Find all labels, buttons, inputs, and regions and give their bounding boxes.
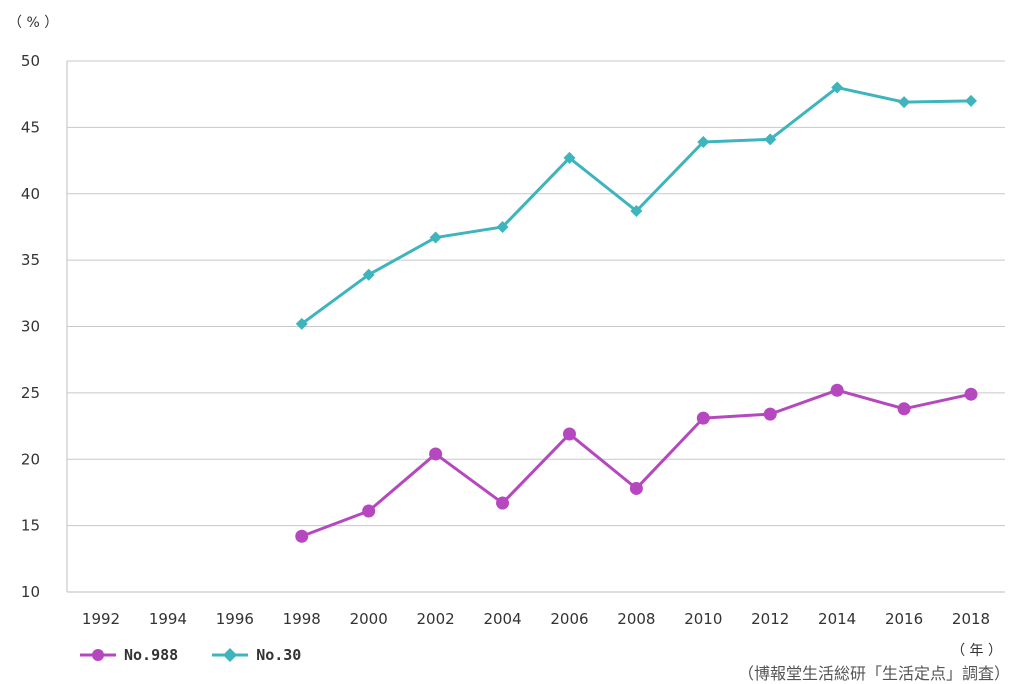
x-tick-label: 2012 <box>751 610 789 628</box>
x-tick-label: 2000 <box>350 610 388 628</box>
data-point-no30-2010 <box>697 135 710 148</box>
data-point-no988-2010 <box>696 411 710 425</box>
series-line-no988 <box>301 388 972 538</box>
data-point-no30-2012 <box>764 133 777 146</box>
data-point-no30-2004 <box>496 220 509 233</box>
y-tick-label: 15 <box>21 517 40 535</box>
gridlines <box>66 60 1005 593</box>
series-lines <box>300 86 972 538</box>
data-point-no30-2008 <box>630 205 643 218</box>
series-markers <box>295 81 978 543</box>
data-point-no988-2018 <box>964 387 978 401</box>
data-point-no988-2000 <box>362 504 376 518</box>
legend-label-no30: No.30 <box>256 646 302 664</box>
source-note: （博報堂生活総研「生活定点」調査） <box>737 664 1010 683</box>
legend-label-no988: No.988 <box>124 646 179 664</box>
y-axis-ticks: 10 15 20 25 30 35 40 45 50 <box>21 52 40 601</box>
x-tick-label: 2010 <box>684 610 722 628</box>
x-tick-label: 1994 <box>149 610 187 628</box>
x-tick-label: 1992 <box>82 610 120 628</box>
x-tick-label: 2002 <box>417 610 455 628</box>
y-tick-label: 10 <box>21 583 40 601</box>
data-point-no30-2014 <box>831 81 844 94</box>
x-tick-label: 2018 <box>952 610 990 628</box>
y-tick-label: 45 <box>21 118 40 136</box>
x-axis-unit: （ 年 ） <box>951 643 1002 659</box>
data-point-no30-1998 <box>295 317 308 330</box>
y-tick-label: 50 <box>21 52 40 70</box>
data-point-no988-2006 <box>562 427 576 441</box>
x-tick-label: 1996 <box>216 610 254 628</box>
data-point-no30-2006 <box>563 151 576 164</box>
y-tick-label: 30 <box>21 318 40 336</box>
x-tick-label: 1998 <box>283 610 321 628</box>
x-tick-label: 2016 <box>885 610 923 628</box>
data-point-no988-2002 <box>429 447 443 461</box>
data-point-no988-1998 <box>295 529 309 543</box>
data-point-no30-2002 <box>429 231 442 244</box>
x-tick-label: 2006 <box>550 610 588 628</box>
legend: No.988 No.30 <box>80 646 301 664</box>
y-tick-label: 20 <box>21 450 40 468</box>
data-point-no988-2008 <box>629 481 643 495</box>
data-point-no988-2004 <box>496 496 510 510</box>
legend-item-no988: No.988 <box>80 646 178 664</box>
x-axis-ticks: 1992 1994 1996 1998 2000 2002 2004 2006 2008 2010… <box>82 610 990 628</box>
data-point-no30-2016 <box>898 96 911 109</box>
data-point-no30-2018 <box>965 94 977 107</box>
y-axis-unit: （ % ） <box>8 15 58 31</box>
legend-item-no30: No.30 <box>212 646 301 664</box>
y-tick-label: 35 <box>21 251 40 269</box>
y-tick-label: 25 <box>21 384 40 402</box>
x-tick-label: 2014 <box>818 610 856 628</box>
legend-swatch-no30 <box>212 648 249 662</box>
data-point-no988-2014 <box>830 383 844 397</box>
data-point-no30-2000 <box>362 268 375 281</box>
data-point-no988-2016 <box>897 402 911 416</box>
x-tick-label: 2004 <box>483 610 521 628</box>
data-point-no988-2012 <box>763 407 777 421</box>
x-tick-label: 2008 <box>617 610 655 628</box>
y-tick-label: 40 <box>21 185 40 203</box>
legend-swatch-no988 <box>80 649 116 661</box>
